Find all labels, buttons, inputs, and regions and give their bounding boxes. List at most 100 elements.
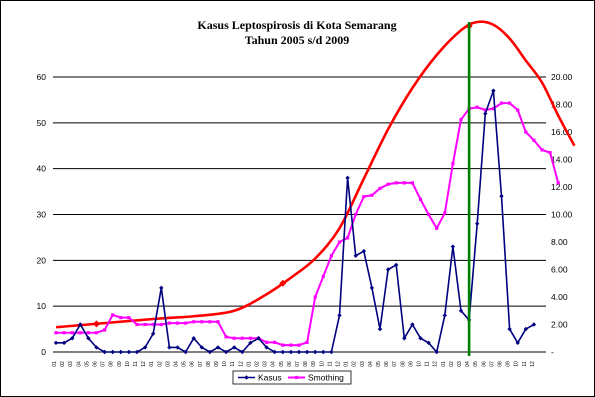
smothing-point	[499, 101, 504, 105]
kasus-point	[418, 336, 423, 341]
kasus-point	[256, 336, 261, 341]
x-tick-label: 09	[506, 361, 512, 367]
smothing-point	[435, 226, 439, 230]
x-tick-label: 02	[157, 361, 163, 367]
x-tick-label: 05	[279, 361, 285, 367]
kasus-point	[183, 349, 188, 355]
smothing-point	[548, 151, 552, 155]
x-tick-label: 07	[489, 361, 495, 367]
x-tick-label: 11	[327, 361, 333, 366]
kasus-point	[142, 345, 148, 350]
kasus-point	[361, 248, 366, 254]
x-tick-label: 07	[392, 361, 398, 367]
smothing-point	[475, 105, 479, 109]
smothing-point	[378, 186, 382, 190]
x-tick-label: 06	[190, 361, 196, 367]
x-tick-label: 12	[238, 361, 244, 367]
kasus-point	[288, 349, 294, 355]
kasus-point	[151, 331, 156, 336]
legend-kasus-marker	[244, 375, 249, 380]
x-tick-label: 03	[68, 361, 74, 367]
kasus-point	[329, 349, 334, 355]
right-axis-tick-label: 10.00	[551, 210, 573, 220]
x-tick-label: 12	[141, 361, 147, 367]
legend-label-kasus: Kasus	[258, 373, 282, 383]
right-axis-tick-label: 20.00	[551, 72, 573, 82]
x-tick-label: 08	[400, 361, 406, 367]
smothing-point	[70, 331, 74, 335]
smothing-point	[94, 331, 99, 335]
x-tick-label: 05	[182, 361, 188, 367]
kasus-point	[134, 349, 140, 355]
kasus-point	[215, 345, 221, 350]
smothing-point	[305, 340, 309, 344]
smothing-point	[240, 336, 244, 340]
smothing-point	[151, 322, 155, 327]
x-tick-label: 02	[60, 361, 66, 367]
smothing-point	[224, 335, 228, 339]
right-axis-tick-label: 14.00	[551, 155, 573, 165]
right-axis-tick-label: 2.00	[551, 320, 568, 330]
smothing-point	[491, 107, 495, 111]
kasus-point	[207, 349, 213, 355]
kasus-point	[458, 308, 464, 313]
kasus-point	[191, 336, 196, 341]
right-axis-tick-label: 18.00	[551, 100, 573, 110]
left-axis-tick-label: 40	[37, 164, 47, 174]
x-tick-label: 10	[125, 361, 131, 367]
smothing-point	[248, 336, 252, 340]
trend-marker	[93, 320, 100, 328]
kasus-point	[304, 349, 310, 355]
kasus-point	[159, 285, 164, 291]
x-tick-label: 09	[311, 361, 317, 367]
smothing-point	[143, 322, 147, 327]
x-tick-label: 08	[109, 361, 115, 367]
x-tick-label: 08	[498, 361, 504, 367]
x-tick-label: 03	[457, 361, 463, 367]
x-tick-label: 04	[465, 361, 471, 367]
right-axis-tick-label: 12.00	[551, 182, 573, 192]
kasus-point	[61, 340, 67, 346]
kasus-point	[272, 349, 277, 355]
kasus-point	[450, 244, 456, 249]
right-axis-tick-label: 6.00	[551, 265, 568, 275]
smothing-point	[62, 331, 66, 335]
kasus-point	[475, 221, 480, 226]
x-tick-label: 08	[303, 361, 309, 367]
kasus-point	[78, 322, 83, 327]
smothing-point	[370, 193, 374, 197]
smothing-point	[297, 343, 301, 347]
left-axis-tick-label: 0	[41, 347, 46, 357]
kasus-point	[53, 340, 59, 346]
x-tick-label: 05	[84, 361, 90, 367]
smothing-point	[337, 240, 342, 244]
x-tick-label: 11	[133, 361, 139, 366]
smothing-point	[313, 295, 317, 299]
x-tick-label: 12	[530, 361, 536, 367]
x-tick-label: 11	[230, 361, 236, 366]
smothing-point	[418, 197, 423, 201]
kasus-point	[321, 349, 326, 355]
smothing-point	[443, 211, 447, 215]
kasus-point	[126, 349, 132, 355]
smothing-point	[427, 212, 431, 217]
x-tick-label: 06	[384, 361, 390, 367]
x-tick-label: 03	[263, 361, 269, 367]
x-tick-label: 10	[514, 361, 520, 367]
kasus-point	[491, 88, 496, 93]
x-tick-label: 07	[101, 361, 107, 367]
smothing-point	[289, 343, 293, 347]
smothing-point	[167, 321, 171, 325]
smothing-point	[346, 236, 350, 240]
kasus-line	[56, 90, 535, 354]
x-tick-label: 10	[417, 361, 423, 367]
trend-curve	[55, 20, 576, 329]
kasus-point	[369, 285, 375, 291]
x-tick-label: 04	[271, 361, 277, 367]
x-tick-label: 06	[287, 361, 293, 367]
smothing-point	[103, 328, 107, 332]
legend-label-smothing: Smothing	[308, 373, 344, 383]
left-axis-tick-label: 20	[37, 255, 47, 265]
x-tick-label: 06	[93, 361, 99, 367]
x-tick-label: 01	[52, 361, 58, 367]
